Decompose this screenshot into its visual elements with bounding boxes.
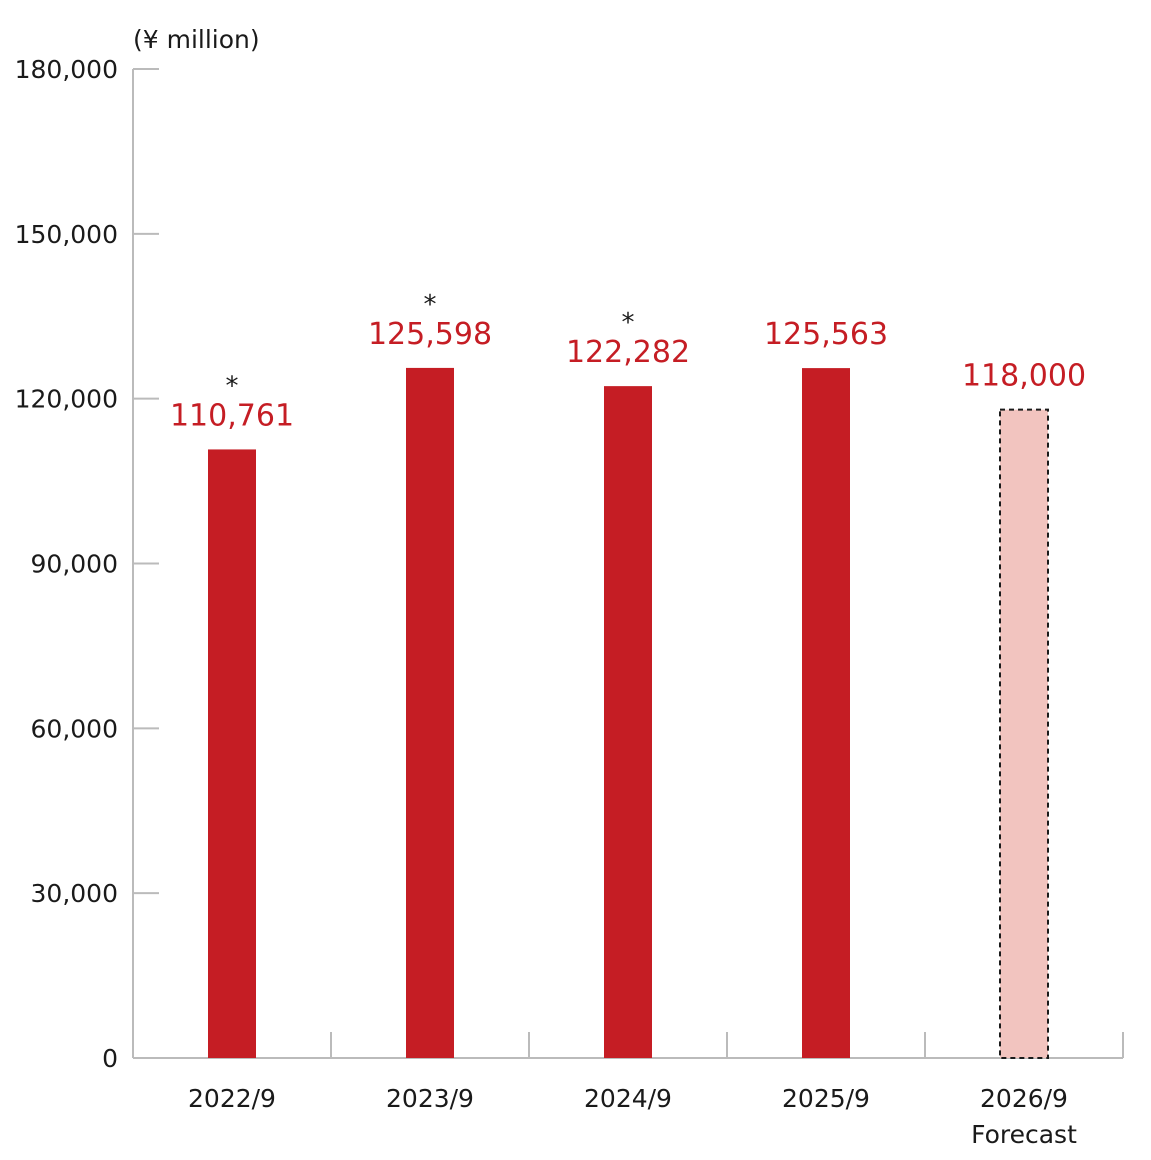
x-tick-label: 2025/9 <box>782 1084 870 1113</box>
value-label: 125,563 <box>764 317 888 352</box>
y-tick-label: 60,000 <box>31 714 118 743</box>
x-tick-label: 2022/9 <box>188 1084 276 1113</box>
y-tick-label: 150,000 <box>15 220 118 249</box>
value-label: 110,761 <box>170 398 294 433</box>
y-axis: 0 30,000 60,000 90,000 120,000 150,000 180,000 <box>15 55 159 1073</box>
bar <box>604 386 652 1058</box>
x-tick-sublabel: Forecast <box>971 1120 1077 1149</box>
x-tick-label: 2023/9 <box>386 1084 474 1113</box>
bar-forecast <box>999 408 1049 1059</box>
note-marker: * <box>424 290 437 320</box>
x-tick-label: 2024/9 <box>584 1084 672 1113</box>
bar <box>208 449 256 1059</box>
note-marker: * <box>226 371 239 401</box>
y-tick-label: 30,000 <box>31 879 118 908</box>
y-tick-label: 120,000 <box>15 385 118 414</box>
x-axis: 2022/9 2023/9 2024/9 2025/9 2026/9 Forecast <box>133 1032 1124 1149</box>
value-label: 122,282 <box>566 335 690 370</box>
bars <box>208 367 1049 1059</box>
y-tick-label: 180,000 <box>15 55 118 84</box>
value-label: 125,598 <box>368 317 492 352</box>
y-tick-label: 0 <box>102 1044 118 1073</box>
note-marker: * <box>622 308 635 338</box>
bar <box>802 368 850 1058</box>
value-label: 118,000 <box>962 359 1086 394</box>
x-tick-label: 2026/9 <box>980 1084 1068 1113</box>
bar <box>406 367 454 1058</box>
y-tick-label: 90,000 <box>31 550 118 579</box>
y-axis-unit-label: (¥ million) <box>133 25 260 54</box>
